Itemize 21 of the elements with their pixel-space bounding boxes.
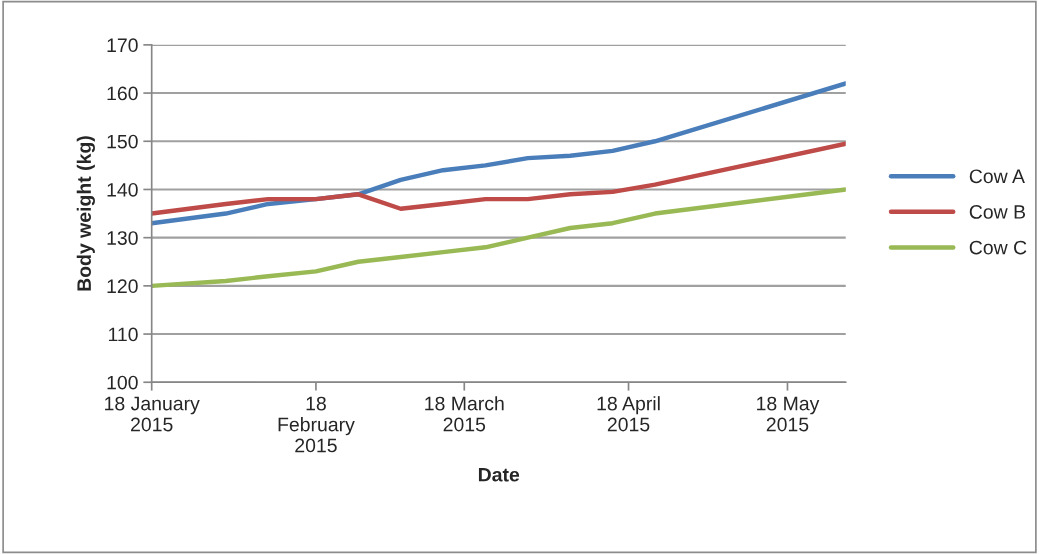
line-series [151,141,846,216]
y-axis-title: Body weight (kg) [76,136,95,291]
line-series [151,187,846,289]
x-tick-label: 18 January 2015 [105,396,200,432]
y-tick-label: 130 [107,231,138,245]
y-tick-label: 170 [107,38,138,53]
y-tick-label: 160 [107,86,138,101]
y-tick-label: 120 [107,279,138,294]
y-tick-label: 140 [107,182,138,197]
x-tick-label: 18 May 2015 [757,396,820,432]
y-tick-label: 110 [108,327,138,342]
y-tick-label: 150 [107,134,138,149]
legend-label: Cow C [969,240,1027,255]
x-tick-label: 18 April 2015 [597,396,660,432]
x-tick-label: 18 March 2015 [425,396,504,432]
x-tick-label: 18 February 2015 [278,396,355,453]
legend-label: Cow B [969,205,1026,219]
line-series [151,81,846,226]
x-axis-title: Date [478,467,520,482]
legend-label: Cow A [969,169,1025,184]
y-tick-label: 100 [107,375,138,390]
